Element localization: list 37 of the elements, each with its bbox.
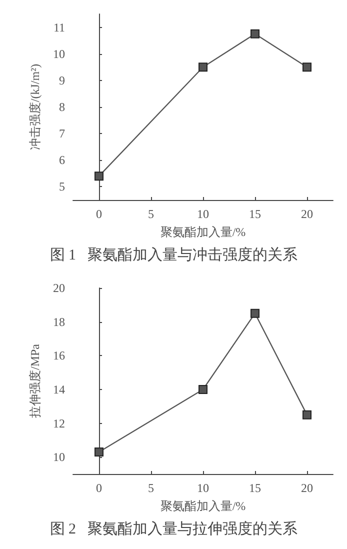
y-tick-label: 5 — [59, 180, 65, 194]
y-tick-label: 10 — [53, 450, 65, 464]
point — [198, 384, 208, 394]
point — [302, 62, 312, 72]
x-tick-label: 20 — [301, 207, 313, 221]
point — [94, 172, 104, 181]
x-tick-label: 5 — [148, 207, 154, 221]
x-tick-label: 15 — [249, 481, 261, 495]
x-axis-title: 聚氨酯加入量/% — [160, 499, 246, 513]
x-tick-label: 15 — [249, 207, 261, 221]
y-tick-label: 9 — [59, 73, 65, 88]
point — [250, 308, 260, 318]
caption: 图 1 聚氨酯加入量与冲击强度的关系 — [50, 246, 298, 264]
point — [302, 410, 312, 420]
x-tick-label: 5 — [148, 481, 154, 495]
y-tick-label: 8 — [59, 100, 65, 114]
y-tick-label: 6 — [59, 153, 65, 168]
point — [198, 62, 208, 72]
y-tick-label: 7 — [59, 126, 65, 141]
point — [94, 448, 104, 457]
x-axis-title: 聚氨酯加入量/% — [160, 225, 246, 239]
x-tick-label: 0 — [96, 481, 102, 495]
point — [250, 29, 260, 38]
y-axis-title: 冲击强度/(kJ/m²) — [28, 64, 42, 150]
y-tick-label: 10 — [53, 46, 65, 61]
x-tick-label: 10 — [197, 481, 209, 495]
y-tick-label: 16 — [53, 348, 65, 363]
y-tick-label: 12 — [53, 416, 65, 430]
x-tick-label: 10 — [197, 207, 209, 221]
y-tick-label: 20 — [53, 281, 65, 295]
caption: 图 2 聚氨酯加入量与拉伸强度的关系 — [50, 520, 298, 538]
y-tick-label: 11 — [53, 20, 65, 34]
y-tick-label: 14 — [53, 382, 65, 396]
x-tick-label: 0 — [96, 207, 102, 221]
y-tick-label: 18 — [53, 314, 65, 329]
y-axis-title: 拉伸强度/MPa — [28, 343, 42, 418]
x-tick-label: 20 — [301, 481, 313, 495]
